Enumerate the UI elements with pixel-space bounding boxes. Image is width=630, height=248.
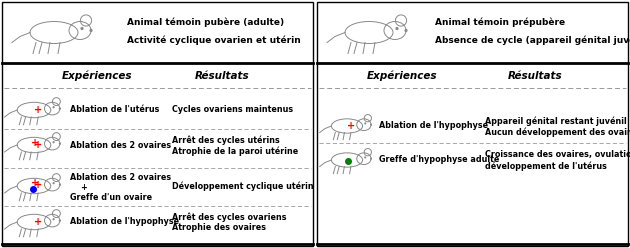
Circle shape — [52, 106, 55, 108]
Text: Ablation de l'utérus: Ablation de l'utérus — [70, 105, 159, 115]
Text: Appareil génital restant juvénil: Appareil génital restant juvénil — [485, 116, 627, 126]
Circle shape — [370, 158, 372, 160]
Text: Expériences: Expériences — [367, 71, 437, 81]
Text: Développement cyclique utérin: Développement cyclique utérin — [172, 181, 314, 191]
Circle shape — [52, 218, 55, 220]
Circle shape — [59, 143, 61, 145]
Text: +: + — [33, 217, 42, 227]
Text: Aucun développement des ovaires: Aucun développement des ovaires — [485, 127, 630, 137]
Text: Croissance des ovaires, ovulation,: Croissance des ovaires, ovulation, — [485, 151, 630, 159]
Text: Animal témoin pubère (adulte): Animal témoin pubère (adulte) — [127, 18, 284, 27]
Text: +: + — [80, 184, 87, 192]
Text: +: + — [35, 140, 42, 150]
Text: Arrêt des cycles ovariens: Arrêt des cycles ovariens — [172, 212, 287, 222]
Text: Cycles ovariens maintenus: Cycles ovariens maintenus — [172, 105, 293, 115]
Text: Animal témoin prépubère: Animal témoin prépubère — [435, 18, 565, 27]
Circle shape — [364, 122, 366, 124]
Circle shape — [81, 27, 84, 30]
Text: Activité cyclique ovarien et utérin: Activité cyclique ovarien et utérin — [127, 36, 301, 45]
Text: Ablation des 2 ovaires: Ablation des 2 ovaires — [70, 174, 171, 183]
Text: développement de l'utérus: développement de l'utérus — [485, 161, 607, 171]
Text: Expériences: Expériences — [62, 71, 132, 81]
Text: Ablation de l'hypophyse: Ablation de l'hypophyse — [70, 217, 179, 226]
Text: Ablation de l'hypophyse: Ablation de l'hypophyse — [379, 122, 488, 130]
Circle shape — [59, 184, 61, 186]
Text: Absence de cycle (appareil génital juvénil): Absence de cycle (appareil génital juvén… — [435, 36, 630, 45]
Circle shape — [52, 182, 55, 184]
Text: Résultats: Résultats — [195, 71, 249, 81]
Circle shape — [404, 29, 408, 32]
Circle shape — [370, 124, 372, 126]
Text: Greffe d'un ovaire: Greffe d'un ovaire — [70, 193, 152, 203]
Text: Arrêt des cycles utérins: Arrêt des cycles utérins — [172, 135, 280, 145]
Circle shape — [396, 27, 399, 30]
Circle shape — [59, 219, 61, 222]
Text: Ablation des 2 ovaires: Ablation des 2 ovaires — [70, 141, 171, 150]
Circle shape — [59, 107, 61, 110]
Text: +: + — [31, 138, 39, 148]
Text: Résultats: Résultats — [508, 71, 563, 81]
Circle shape — [89, 29, 93, 32]
Text: Atrophie des ovaires: Atrophie des ovaires — [172, 223, 266, 233]
Text: +: + — [35, 180, 42, 190]
Text: Greffe d'hypophyse adulte: Greffe d'hypophyse adulte — [379, 155, 500, 164]
Text: Atrophie de la paroi utérine: Atrophie de la paroi utérine — [172, 146, 298, 156]
Circle shape — [52, 141, 55, 143]
Text: +: + — [31, 178, 39, 188]
Text: +: + — [33, 105, 42, 115]
Circle shape — [364, 156, 366, 158]
Text: +: + — [346, 121, 355, 131]
